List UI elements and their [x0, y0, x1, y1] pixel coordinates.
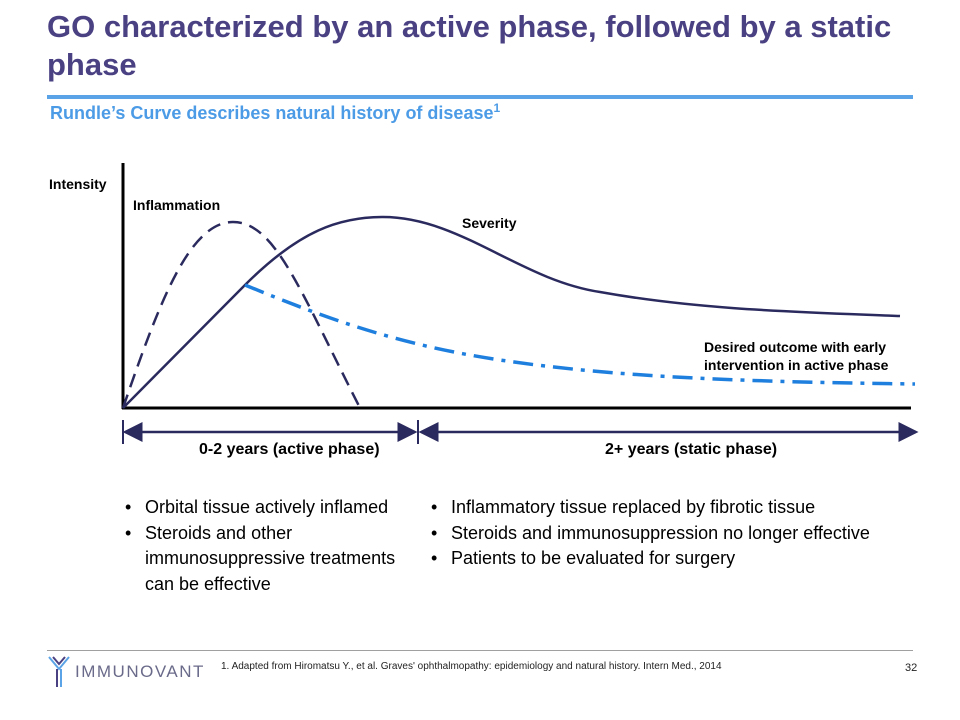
bullet-item: Steroids and other immunosuppressive tre…: [125, 521, 410, 598]
page-number: 32: [905, 662, 918, 674]
bullet-item: Steroids and immunosuppression no longer…: [431, 521, 901, 547]
subtitle-footnote-mark: 1: [493, 101, 501, 115]
footer-divider: [47, 650, 913, 651]
bullet-item: Inflammatory tissue replaced by fibrotic…: [431, 495, 901, 521]
desired-outcome-curve: [244, 283, 916, 386]
desired-outcome-label-line: intervention in active phase: [704, 357, 889, 373]
static-phase-bullets: Inflammatory tissue replaced by fibrotic…: [431, 495, 901, 572]
slide-subtitle: Rundle’s Curve describes natural history…: [50, 101, 500, 124]
inflammation-label: Inflammation: [133, 197, 221, 213]
footnote-reference: 1. Adapted from Hiromatsu Y., et al. Gra…: [221, 661, 722, 672]
severity-curve: [122, 215, 901, 409]
immunovant-logo: IMMUNOVANT: [47, 655, 205, 689]
static-phase-label: 2+ years (static phase): [605, 441, 778, 458]
inflammation-curve: [121, 220, 362, 409]
slide-title: GO characterized by an active phase, fol…: [47, 9, 892, 82]
logo-text: IMMUNOVANT: [75, 662, 205, 681]
bullet-item: Orbital tissue actively inflamed: [125, 495, 410, 521]
active-phase-bullets: Orbital tissue actively inflamed Steroid…: [125, 495, 410, 597]
subtitle-text: Rundle’s Curve describes natural history…: [50, 103, 494, 123]
antibody-logo-icon: [48, 656, 70, 687]
severity-label: Severity: [462, 215, 517, 231]
desired-outcome-label: Desired outcome with early intervention …: [704, 338, 888, 374]
bullet-item: Patients to be evaluated for surgery: [431, 546, 901, 572]
title-divider: [47, 95, 913, 99]
active-phase-label: 0-2 years (active phase): [199, 441, 380, 458]
desired-outcome-label-line: Desired outcome with early: [704, 339, 887, 355]
y-axis-label: Intensity: [49, 176, 107, 192]
